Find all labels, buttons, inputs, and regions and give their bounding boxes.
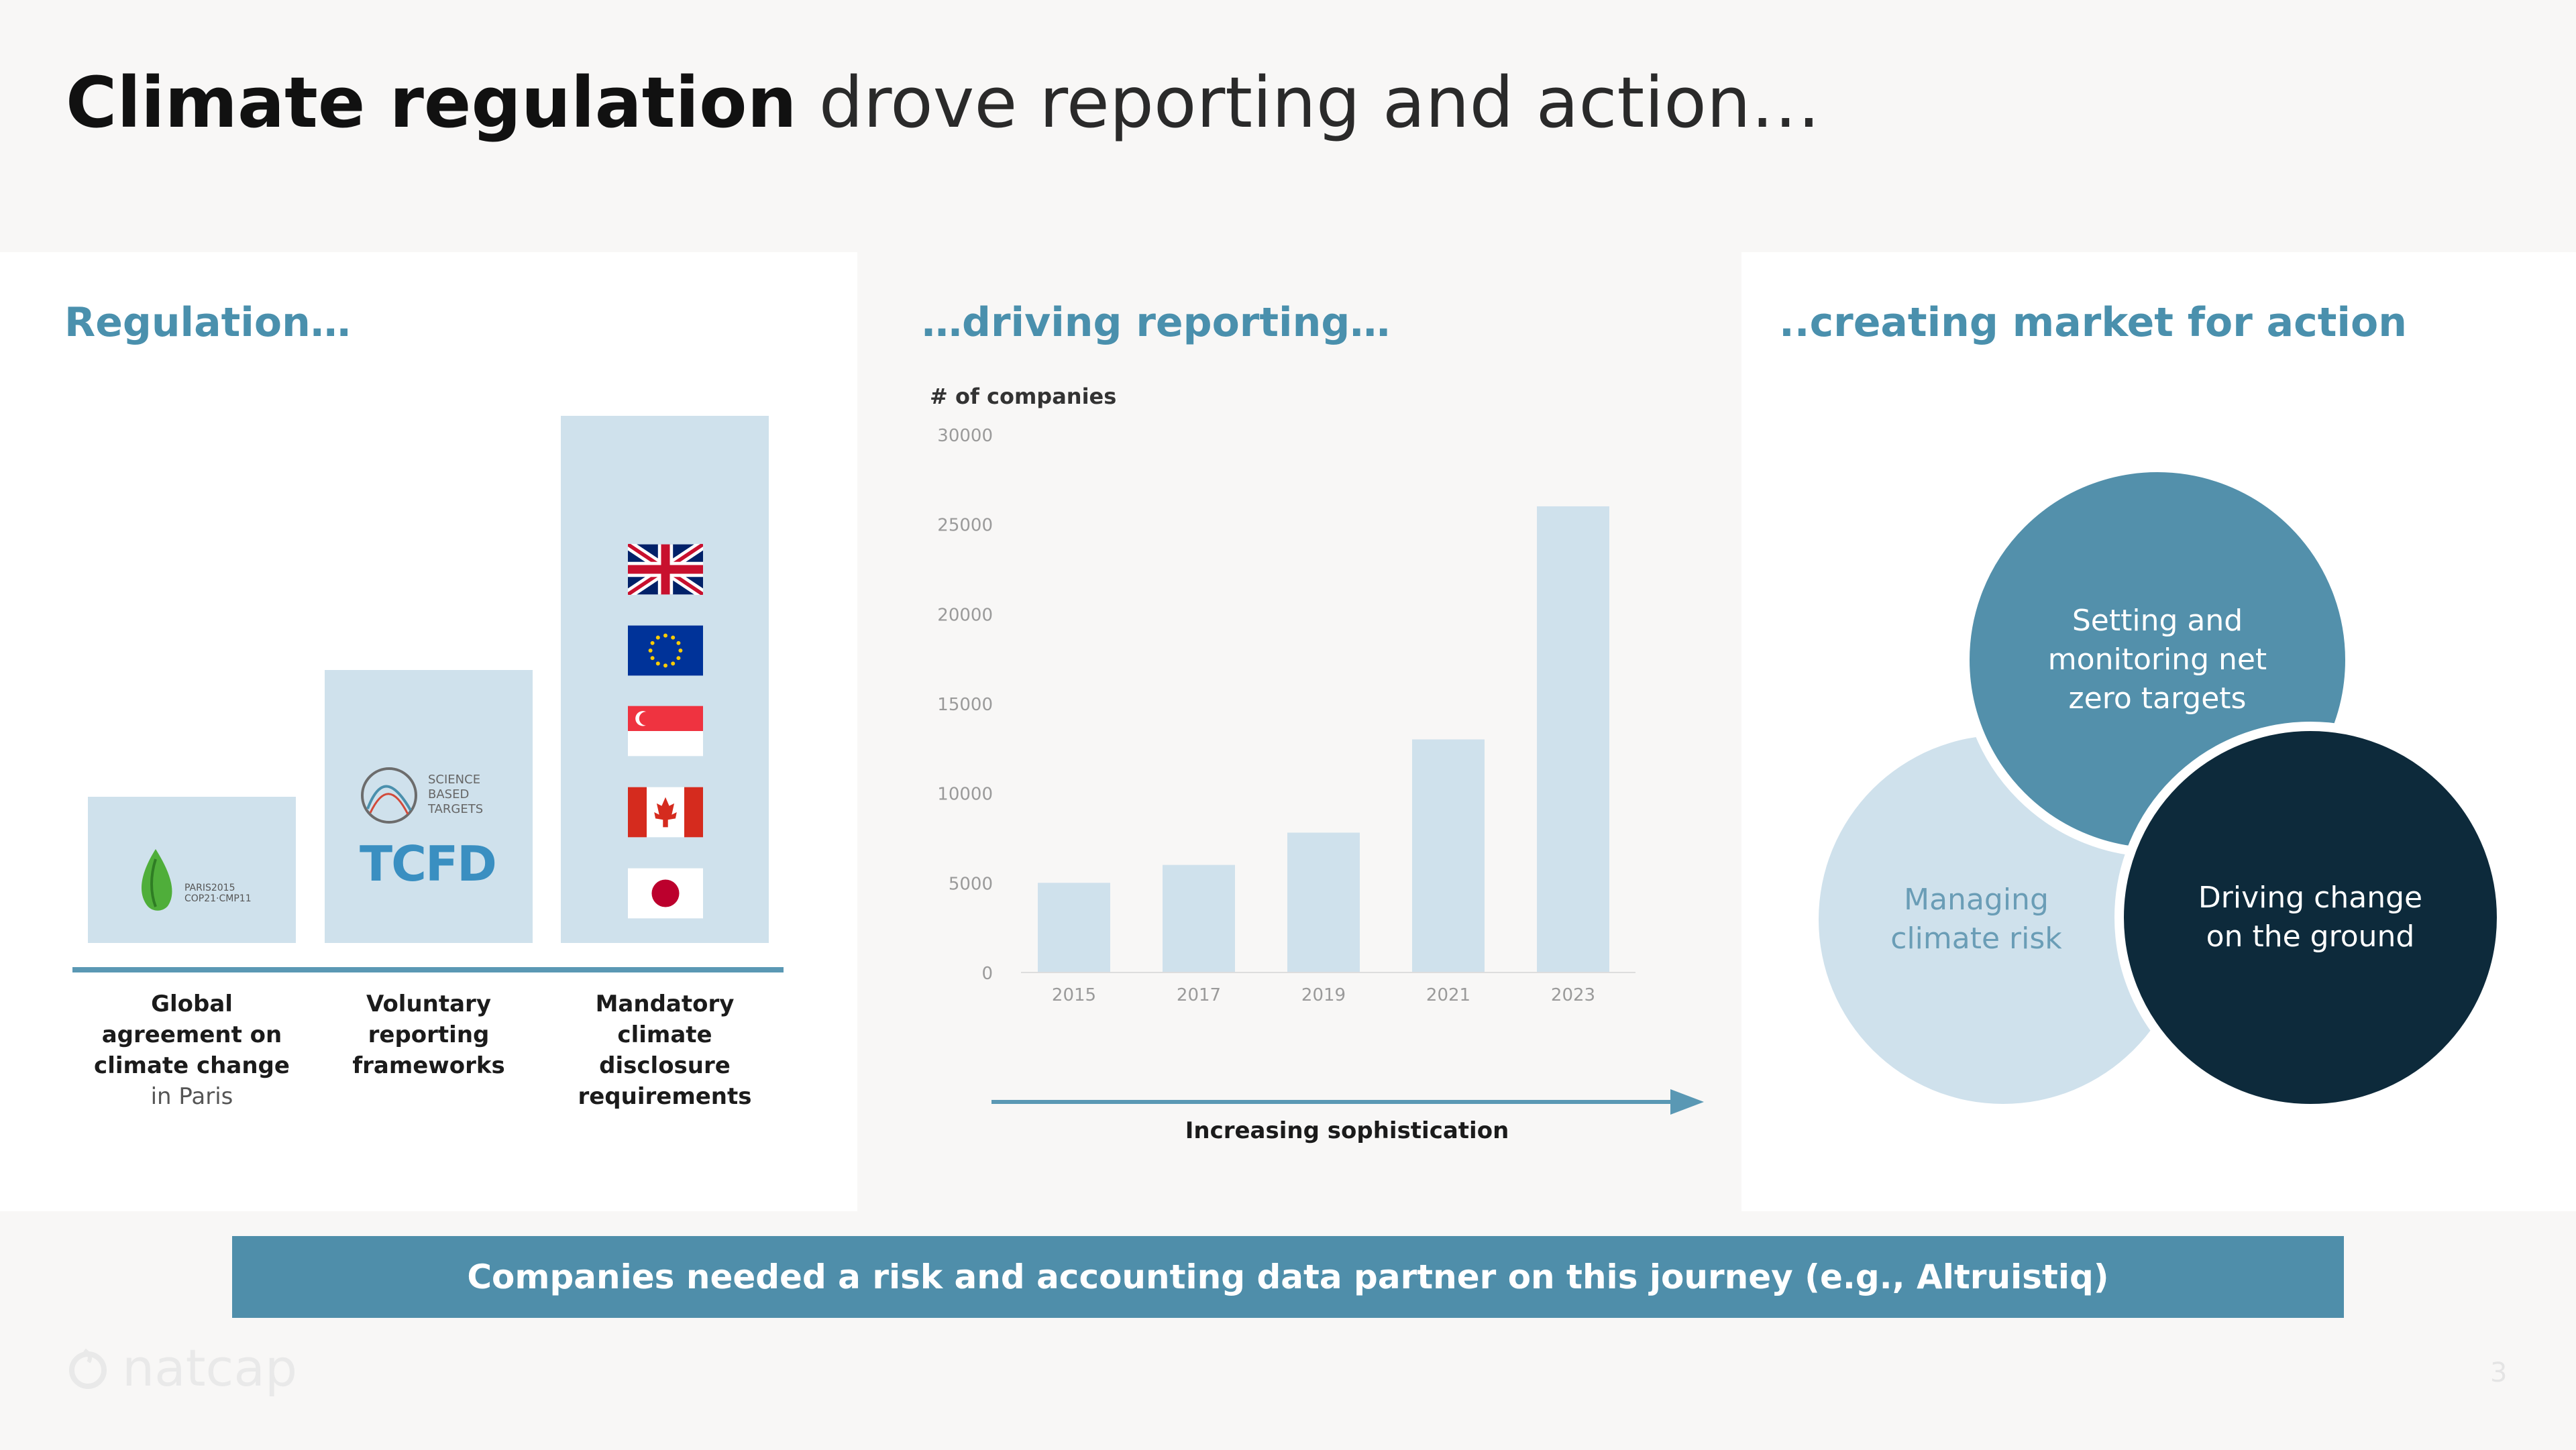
step-label-voluntary: Voluntary reporting frameworks [352, 991, 505, 1079]
tcfd-logo: TCFD [360, 836, 497, 892]
title-bold: Climate regulation [66, 62, 797, 144]
natcap-wordmark: natcap [122, 1338, 298, 1398]
japan-flag-icon [628, 868, 703, 919]
x-tick-label: 2015 [1052, 985, 1096, 1005]
reporting-panel: …driving reporting… # of companies 0 5000… [857, 252, 1741, 1211]
chart-y-label: # of companies [930, 384, 1116, 409]
reporting-heading: …driving reporting… [922, 299, 1391, 346]
bar-2021 [1412, 739, 1485, 972]
step-label-paris-main: Global agreement on climate change [94, 991, 290, 1079]
action-panel: ..creating market for action Managing cl… [1741, 252, 2576, 1211]
paris-logo-text: PARIS2015 COP21·CMP11 [184, 883, 252, 904]
regulation-heading: Regulation… [64, 299, 351, 346]
action-heading: ..creating market for action [1779, 299, 2407, 346]
title-rest: drove reporting and action… [818, 62, 1821, 144]
natcap-logo-icon [69, 1348, 107, 1389]
step-label-mandatory: Mandatory climate disclosure requirement… [578, 991, 752, 1110]
bar-2019 [1287, 832, 1360, 972]
y-tick-label: 20000 [937, 605, 993, 625]
page-title: Climate regulation drove reporting and a… [66, 59, 1821, 146]
sophistication-arrow-head [1670, 1089, 1704, 1115]
paris-2015-logo: PARIS2015 COP21·CMP11 [127, 842, 262, 923]
sbti-logo: SCIENCE BASED TARGETS [356, 762, 503, 829]
companies-bar-chart: # of companies 0 5000 10000 15000 20000 25000… [930, 384, 1704, 1115]
regulation-baseline [72, 967, 784, 972]
x-tick-label: 2021 [1426, 985, 1470, 1005]
regulation-panel: Regulation… PARIS2015 COP21·CMP11 SCIENC… [0, 252, 857, 1211]
y-tick-label: 30000 [937, 426, 993, 446]
step-block-paris [88, 797, 296, 943]
x-tick-label: 2017 [1177, 985, 1221, 1005]
sbti-logo-text: SCIENCE BASED TARGETS [428, 773, 484, 816]
circle-net-zero-targets-label: Setting and monitoring net zero targets [2047, 604, 2267, 716]
bar-2023 [1537, 506, 1609, 972]
y-tick-label: 0 [981, 964, 993, 984]
step-block-mandatory [561, 416, 769, 943]
bar-2015 [1038, 883, 1110, 972]
x-tick-label: 2019 [1301, 985, 1346, 1005]
sophistication-label: Increasing sophistication [1185, 1117, 1509, 1144]
circle-managing-risk-label: Managing climate risk [1890, 883, 2062, 956]
eu-flag-icon [628, 625, 703, 676]
page-number: 3 [2490, 1357, 2508, 1388]
natcap-logo: natcap [64, 1338, 297, 1398]
canada-flag-icon [628, 787, 703, 838]
singapore-flag-icon [628, 706, 703, 757]
circle-driving-change-label: Driving change on the ground [2198, 881, 2423, 954]
summary-banner: Companies needed a risk and accounting d… [232, 1236, 2344, 1318]
bar-2017 [1163, 865, 1235, 972]
uk-flag-icon [628, 544, 703, 595]
y-tick-label: 5000 [949, 874, 993, 894]
step-block-voluntary [325, 670, 533, 943]
y-tick-label: 10000 [937, 785, 993, 805]
y-tick-label: 25000 [937, 516, 993, 536]
step-label-paris-sub: in Paris [150, 1083, 233, 1110]
x-tick-label: 2023 [1551, 985, 1595, 1005]
step-label-paris: Global agreement on climate change in Pa… [78, 989, 306, 1112]
circle-driving-change: Driving change on the ground [2114, 722, 2506, 1113]
y-tick-label: 15000 [937, 695, 993, 715]
